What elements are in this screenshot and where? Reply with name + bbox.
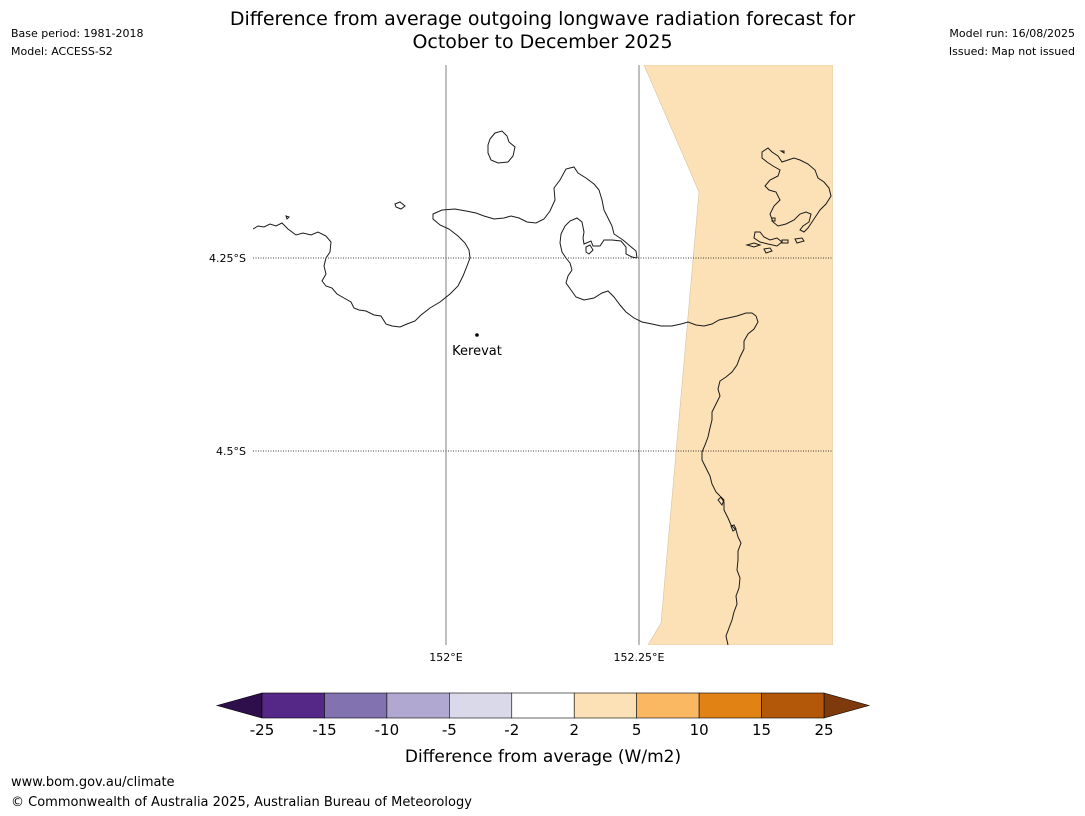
colorbar-tick-label: -15 <box>312 721 337 739</box>
colorbar-tick-label: -10 <box>375 721 400 739</box>
islet-duke-b <box>763 247 773 254</box>
issued-text: Issued: Map not issued <box>948 45 1075 58</box>
place-marker <box>475 333 479 337</box>
colorbar-tick-label: 2 <box>569 721 579 739</box>
islet-west <box>394 201 406 210</box>
footer-url: www.bom.gov.au/climate <box>11 775 175 790</box>
meta-right: Model run: 16/08/2025 Issued: Map not is… <box>949 25 1075 61</box>
colorbar-tick-label: 15 <box>752 721 771 739</box>
islet-duke-a <box>745 242 762 248</box>
map-title-line-2: October to December 2025 <box>412 31 673 53</box>
islet-duke-f <box>779 150 785 154</box>
colorbar-bin <box>761 692 825 719</box>
map-title-line-1: Difference from average outgoing longwav… <box>229 8 856 30</box>
coastline-mioko-point <box>717 496 725 506</box>
colorbar-bin <box>261 692 325 719</box>
footer-copyright: © Commonwealth of Australia 2025, Austra… <box>11 795 472 810</box>
colorbar: -25 -15 -10 -5 -2 2 5 10 15 25 Difference from av… <box>215 692 871 767</box>
coastline-gazelle-peninsula <box>253 166 638 328</box>
colorbar-tick-label: 10 <box>690 721 709 739</box>
place-label: Kerevat <box>452 344 502 359</box>
islet-duke-g <box>730 524 737 532</box>
lon-label-152-25e: 152.25°E <box>614 651 665 664</box>
island-watom <box>487 130 516 164</box>
colorbar-ticks: -25 -15 -10 -5 -2 2 5 10 15 25 <box>250 721 834 739</box>
colorbar-over-arrow <box>823 692 871 719</box>
colorbar-tick-label: -25 <box>250 721 275 739</box>
colorbar-bin <box>636 692 700 719</box>
map-panel: Kerevat 4.25°S 4.5°S 152°E 152.25°E <box>209 65 833 664</box>
coastline-blanche-bay <box>559 217 759 497</box>
colorbar-bin <box>449 692 513 719</box>
colorbar-bin <box>698 692 762 719</box>
islands-duke-of-york-main <box>761 147 832 233</box>
islet-duke-e <box>771 217 776 222</box>
coastline-east-coast <box>719 495 742 645</box>
colorbar-bin <box>511 692 575 719</box>
colorbar-tick-label: -5 <box>442 721 457 739</box>
meta-left: Base period: 1981-2018 Model: ACCESS-S2 <box>11 25 143 61</box>
colorbar-bin <box>573 692 637 719</box>
model-run-text: Model run: 16/08/2025 <box>949 27 1075 40</box>
model-text: Model: ACCESS-S2 <box>11 45 113 58</box>
colorbar-bins <box>261 692 825 719</box>
colorbar-tick-label: 25 <box>814 721 833 739</box>
lat-label-4-5s: 4.5°S <box>216 445 246 458</box>
coastline <box>253 130 832 645</box>
anomaly-region <box>643 65 833 645</box>
colorbar-under-arrow <box>215 692 263 719</box>
islet-northwest <box>285 215 290 220</box>
colorbar-bin <box>386 692 450 719</box>
colorbar-bin <box>324 692 388 719</box>
lon-label-152e: 152°E <box>429 651 462 664</box>
colorbar-tick-label: -2 <box>504 721 519 739</box>
colorbar-label: Difference from average (W/m2) <box>405 747 681 767</box>
islet-duke-c <box>781 239 789 244</box>
base-period-text: Base period: 1981-2018 <box>11 27 144 40</box>
islet-matupit <box>585 244 594 255</box>
lat-label-4-25s: 4.25°S <box>209 252 246 265</box>
colorbar-tick-label: 5 <box>632 721 642 739</box>
islet-duke-d <box>794 237 805 244</box>
